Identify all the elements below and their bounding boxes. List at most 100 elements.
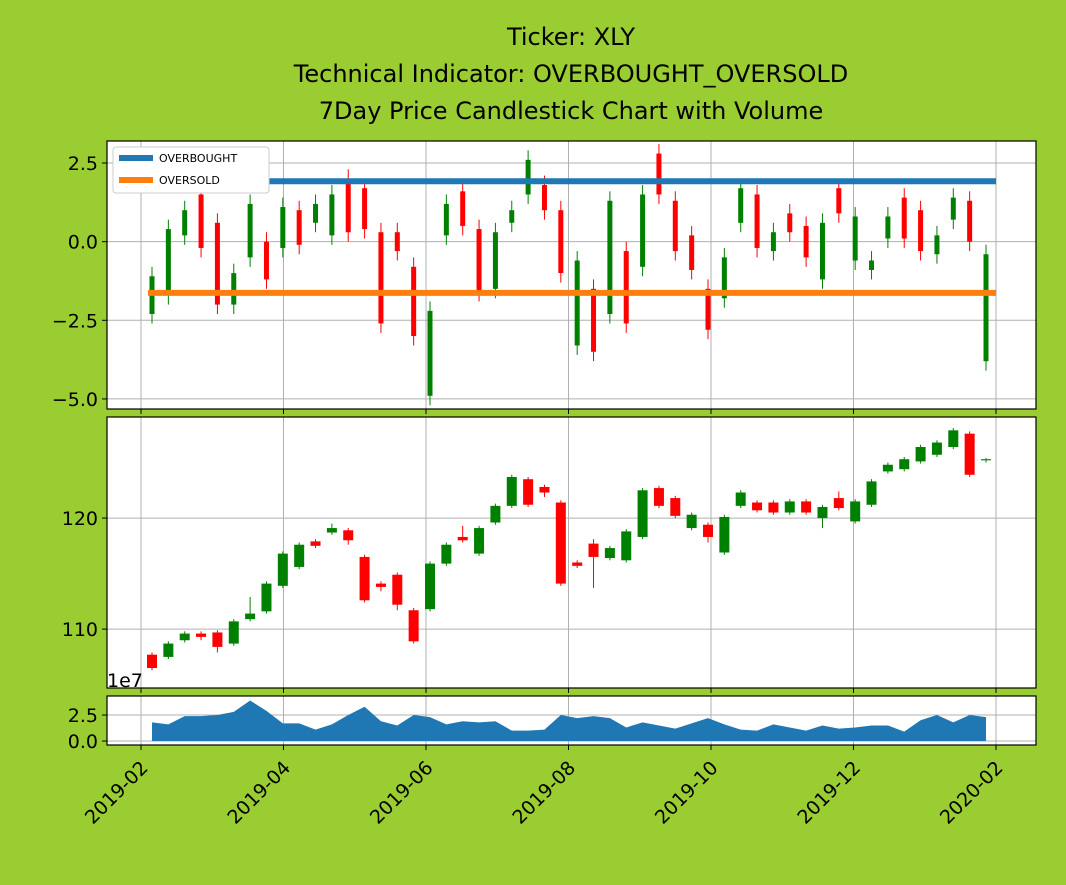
candle-body	[934, 235, 940, 255]
x-tick-label: 2019-04	[223, 757, 295, 829]
candle-body	[604, 548, 615, 559]
candle-body	[801, 501, 812, 513]
candle-body	[653, 488, 664, 506]
candle-body	[869, 260, 875, 270]
candle-body	[362, 188, 368, 230]
candle-body	[247, 203, 253, 258]
candle-body	[901, 197, 907, 239]
candle-body	[852, 216, 858, 261]
candle-body	[672, 200, 678, 252]
y-tick-label: −5.0	[52, 389, 98, 411]
candle-body	[882, 464, 893, 472]
candle-body	[457, 536, 468, 541]
y-tick-label: 0.0	[68, 731, 98, 753]
candle-body	[329, 194, 335, 236]
candle-body	[686, 514, 697, 529]
candle-body	[492, 232, 498, 289]
candle-body	[231, 273, 237, 305]
candle-body	[833, 498, 844, 509]
candle-body	[392, 574, 403, 605]
candle-body	[441, 544, 452, 564]
candle-body	[572, 562, 583, 566]
candle-body	[983, 254, 989, 362]
candle-body	[196, 633, 207, 637]
candle-body	[640, 194, 646, 267]
chart-title: Technical Indicator: OVERBOUGHT_OVERSOLD	[293, 60, 848, 88]
candle-body	[474, 528, 485, 554]
candle-body	[460, 191, 466, 226]
candle-body	[310, 541, 321, 546]
candle-body	[574, 260, 580, 346]
plot-frame	[106, 416, 1037, 689]
y-tick-label: 110	[62, 619, 98, 641]
y-tick-label: 2.5	[68, 705, 98, 727]
candle-body	[411, 266, 417, 337]
candle-body	[375, 583, 386, 587]
candle-body	[850, 501, 861, 522]
candle-body	[509, 210, 515, 223]
candle-body	[931, 442, 942, 455]
candle-body	[754, 194, 760, 248]
candle-body	[263, 241, 269, 280]
candle-body	[539, 486, 550, 493]
candle-body	[165, 229, 171, 296]
candle-body	[490, 505, 501, 523]
x-tick-label: 2019-08	[508, 757, 580, 829]
candle-body	[656, 153, 662, 195]
candle-body	[819, 222, 825, 280]
candle-body	[343, 530, 354, 541]
candle-body	[637, 490, 648, 537]
candle-body	[621, 531, 632, 561]
candle-body	[885, 216, 891, 239]
candle-body	[591, 288, 597, 352]
candle-body	[967, 200, 973, 242]
candle-body	[182, 210, 188, 236]
legend-label: OVERSOLD	[159, 174, 220, 187]
y-tick-label: 2.5	[68, 153, 98, 175]
candle-body	[735, 492, 746, 506]
x-tick-label: 2019-02	[81, 757, 153, 829]
candle-body	[981, 459, 991, 461]
candle-body	[950, 197, 956, 220]
candle-body	[607, 200, 613, 315]
candle-body	[770, 232, 776, 252]
candle-body	[345, 178, 351, 233]
candle-body	[212, 632, 223, 647]
candle-body	[277, 553, 288, 586]
candle-body	[261, 583, 272, 612]
candle-body	[214, 222, 220, 305]
candle-body	[784, 501, 795, 513]
candle-body	[918, 210, 924, 252]
x-tick-label: 2019-12	[793, 757, 865, 829]
x-tick-label: 2019-10	[651, 757, 723, 829]
candle-body	[427, 310, 433, 396]
candle-body	[326, 528, 337, 533]
candle-body	[703, 524, 713, 537]
candle-body	[948, 430, 959, 447]
candle-body	[705, 288, 711, 330]
candle-body	[719, 516, 730, 553]
x-tick-label: 2020-02	[936, 757, 1008, 829]
candle-body	[915, 446, 926, 462]
plot-area	[107, 417, 1036, 688]
plot-frame	[106, 695, 1037, 746]
candle-body	[623, 251, 629, 324]
candle-body	[378, 232, 384, 324]
candle-body	[541, 185, 547, 211]
candle-body	[899, 459, 910, 470]
x-tick-label: 2019-06	[366, 757, 438, 829]
candle-body	[555, 502, 566, 584]
candle-body	[179, 633, 190, 641]
chart-title: 7Day Price Candlestick Chart with Volume	[319, 97, 824, 125]
candle-body	[964, 433, 975, 475]
candle-body	[394, 232, 400, 252]
volume-area	[152, 700, 986, 742]
candle-body	[787, 213, 793, 233]
candle-body	[359, 556, 370, 601]
candle-body	[803, 225, 809, 258]
candle-body	[294, 544, 305, 567]
candle-body	[506, 476, 517, 506]
candle-body	[721, 257, 727, 299]
candle-body	[296, 210, 302, 245]
